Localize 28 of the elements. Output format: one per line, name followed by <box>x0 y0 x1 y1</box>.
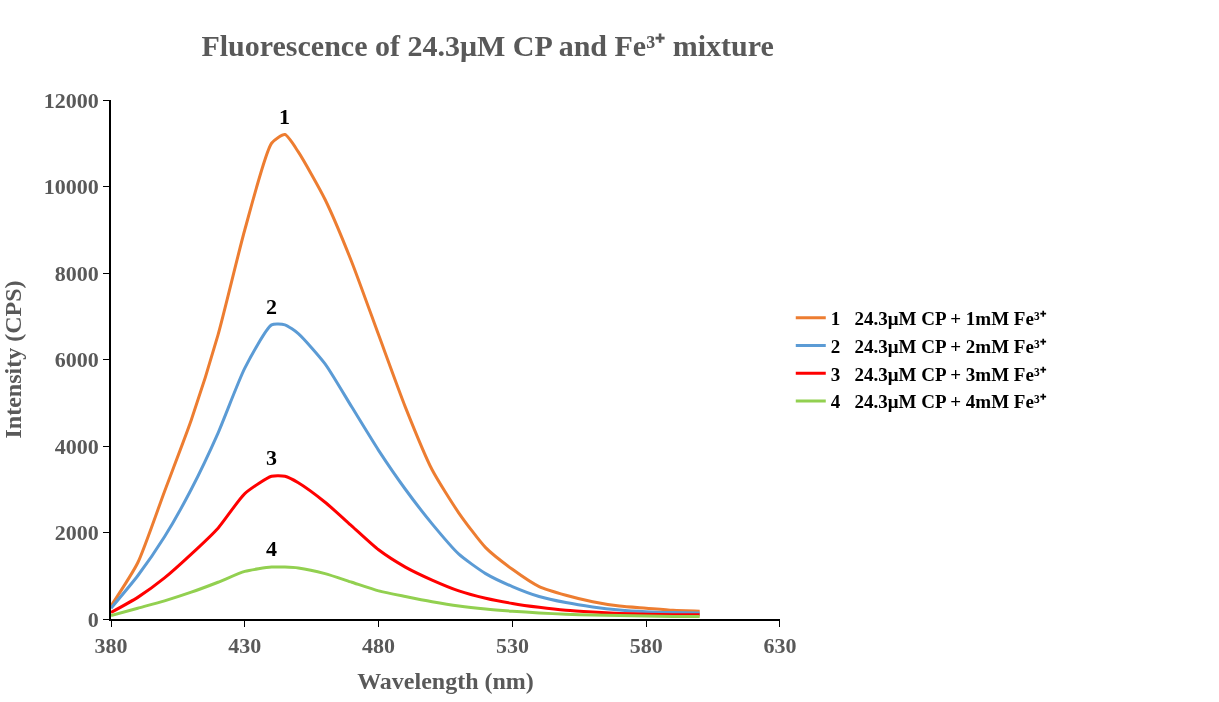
x-tick-label: 630 <box>763 633 797 659</box>
legend-label: 4 24.3μM CP + 4mM Fe³⁺ <box>830 391 1047 413</box>
y-axis-title: Intensity (CPS) <box>0 280 27 439</box>
x-axis-title: Wavelength (nm) <box>357 667 534 694</box>
y-tick-label: 8000 <box>54 260 99 286</box>
legend-label: 2 24.3μM CP + 2mM Fe³⁺ <box>830 335 1047 357</box>
annotation: 3 <box>266 445 277 470</box>
y-tick-label: 0 <box>87 606 99 632</box>
legend-label: 3 24.3μM CP + 3mM Fe³⁺ <box>830 363 1047 385</box>
line-series <box>111 474 702 617</box>
y-tick-label: 12000 <box>43 87 99 113</box>
annotation: 2 <box>266 294 277 319</box>
line-series <box>111 565 702 618</box>
y-tick-label: 6000 <box>54 347 99 373</box>
legend-label: 1 24.3μM CP + 1mM Fe³⁺ <box>830 308 1047 330</box>
chart-title: Fluorescence of 24.3μM CP and Fe³⁺ mixture <box>201 29 774 63</box>
annotation: 1 <box>279 104 290 129</box>
x-tick-label: 580 <box>629 633 663 659</box>
x-tick-label: 530 <box>495 633 529 659</box>
annotation: 4 <box>266 536 277 561</box>
y-tick-label: 2000 <box>54 520 99 546</box>
x-tick-label: 480 <box>362 633 396 659</box>
x-tick-label: 380 <box>94 633 128 659</box>
line-series <box>111 133 702 613</box>
line-series <box>111 322 702 615</box>
y-tick-label: 10000 <box>43 174 99 200</box>
y-tick-label: 4000 <box>54 433 99 459</box>
x-tick-label: 430 <box>228 633 262 659</box>
